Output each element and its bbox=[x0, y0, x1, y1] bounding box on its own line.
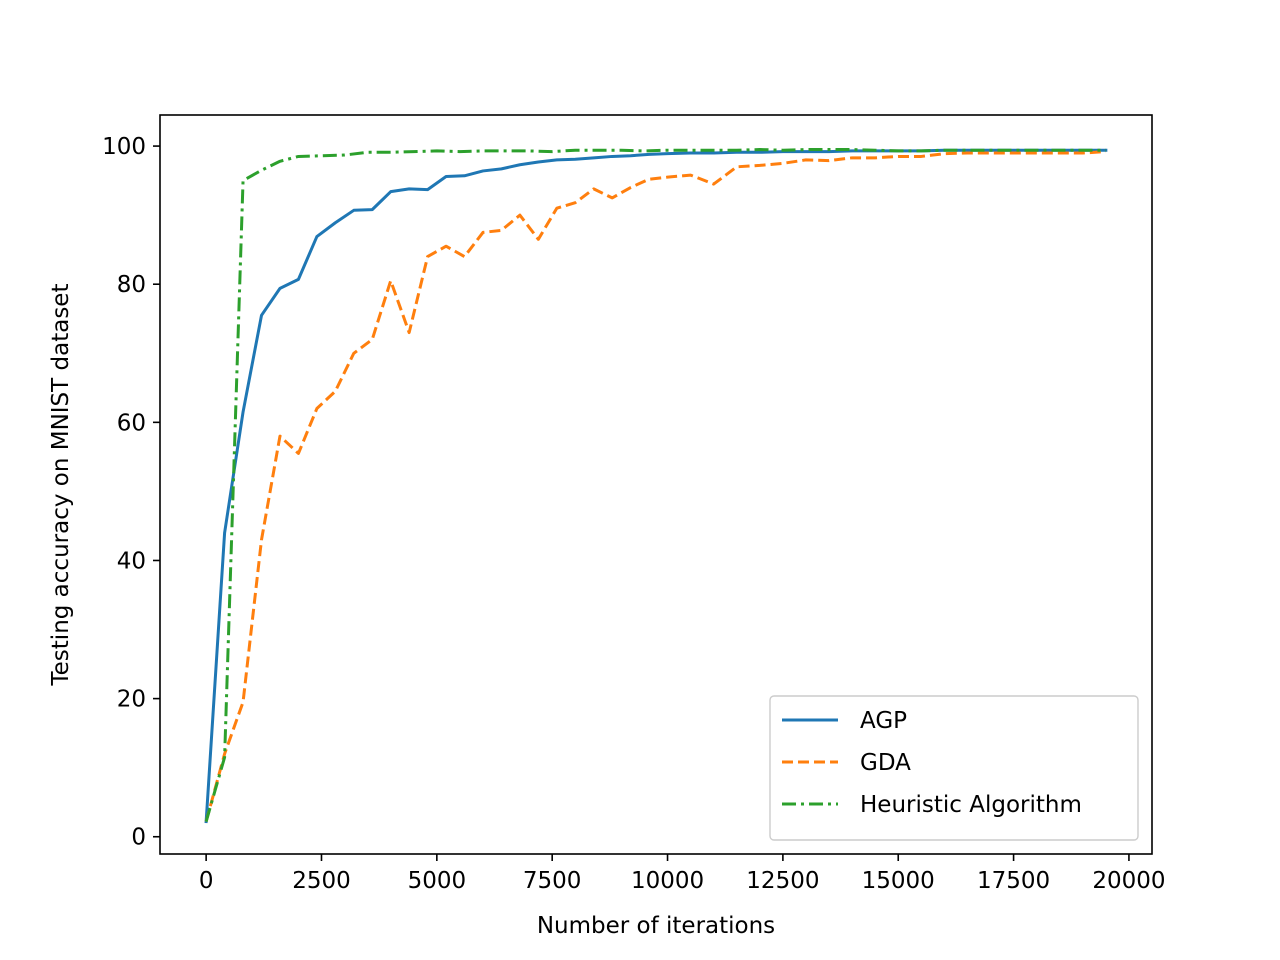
x-tick-label: 20000 bbox=[1092, 868, 1165, 894]
x-tick-label: 5000 bbox=[408, 868, 467, 894]
y-tick-label: 20 bbox=[117, 687, 146, 713]
x-tick-label: 15000 bbox=[862, 868, 935, 894]
legend-label: Heuristic Algorithm bbox=[860, 792, 1082, 818]
plot-frame bbox=[159, 114, 1153, 855]
y-axis-label: Testing accuracy on MNIST dataset bbox=[48, 284, 74, 687]
x-tick-label: 17500 bbox=[977, 868, 1050, 894]
legend-label: AGP bbox=[860, 708, 907, 734]
y-axis: 0 20 40 60 80 100 bbox=[102, 134, 160, 851]
x-tick-label: 2500 bbox=[292, 868, 351, 894]
y-tick-label: 40 bbox=[117, 548, 146, 574]
series-layer bbox=[204, 148, 1108, 824]
legend-label: GDA bbox=[860, 750, 911, 776]
x-axis: 0 2500 5000 7500 10000 12500 15000 17500 20000 bbox=[199, 854, 1166, 894]
y-tick-label: 80 bbox=[117, 272, 146, 298]
y-tick-label: 100 bbox=[102, 134, 146, 160]
legend: AGP GDA Heuristic Algorithm bbox=[769, 695, 1139, 841]
series-line-gda bbox=[204, 150, 1106, 822]
x-tick-label: 0 bbox=[199, 868, 214, 894]
y-tick-label: 60 bbox=[117, 410, 146, 436]
x-tick-label: 10000 bbox=[631, 868, 704, 894]
x-axis-label: Number of iterations bbox=[537, 913, 775, 939]
y-tick-label: 0 bbox=[131, 825, 146, 851]
legend-box bbox=[769, 695, 1139, 841]
series-line-heuristic-algorithm bbox=[204, 148, 1106, 822]
x-tick-label: 7500 bbox=[523, 868, 582, 894]
x-tick-label: 12500 bbox=[746, 868, 819, 894]
